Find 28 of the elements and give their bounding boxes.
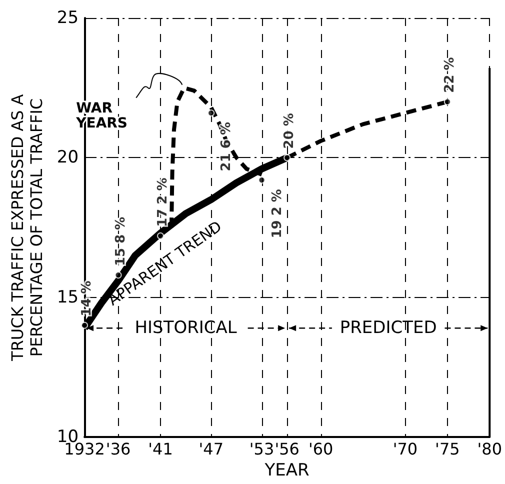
point bbox=[81, 322, 88, 329]
y-tick-label: 20 bbox=[56, 148, 79, 168]
x-tick-label: '41 bbox=[148, 440, 173, 459]
data-label: 20 % bbox=[282, 113, 298, 149]
annotation: HISTORICAL bbox=[134, 318, 238, 338]
annotation: PREDICTED bbox=[340, 318, 437, 338]
x-tick-label: '60 bbox=[308, 440, 334, 459]
x-tick-label: '53 bbox=[249, 440, 274, 459]
data-label: 14 % bbox=[80, 280, 95, 316]
point bbox=[284, 154, 291, 162]
x-tick-label: '75 bbox=[435, 440, 460, 459]
y-tick-label: 25 bbox=[56, 8, 79, 28]
x-tick-label: '56 bbox=[274, 440, 300, 459]
point bbox=[156, 232, 164, 240]
y-tick-label: 15 bbox=[56, 287, 79, 308]
x-axis-title: YEAR bbox=[264, 460, 310, 480]
x-tick-label: '80 bbox=[477, 440, 502, 459]
data-label: 19 2 % bbox=[270, 189, 285, 238]
x-tick-label: '70 bbox=[392, 440, 418, 459]
x-tick-label: '36 bbox=[106, 440, 131, 459]
point bbox=[444, 98, 451, 106]
data-label: 21 6 % bbox=[219, 122, 234, 172]
point bbox=[208, 109, 215, 116]
x-tick-label: '47 bbox=[198, 440, 224, 459]
y-axis-title: TRUCK TRAFFIC EXPRESSED AS A PERCENTAGE OF TOTAL TRAFFIC bbox=[8, 94, 46, 362]
data-label: 17 2 % bbox=[155, 178, 170, 227]
point bbox=[258, 176, 266, 184]
data-label: 22 % bbox=[442, 57, 458, 93]
